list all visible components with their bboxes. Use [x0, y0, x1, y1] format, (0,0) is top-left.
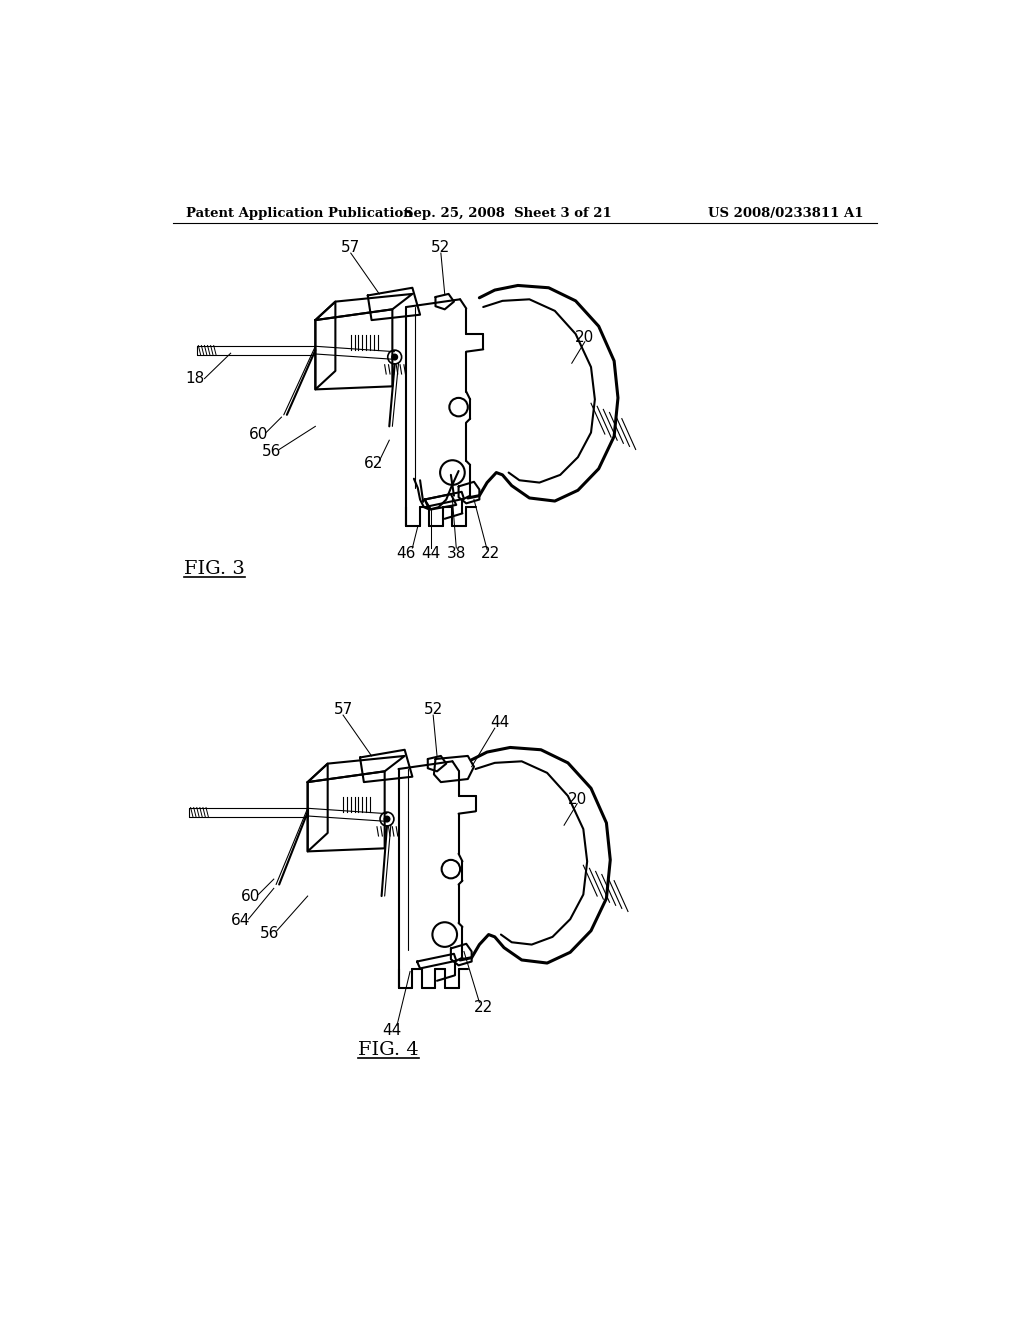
Text: 57: 57 — [341, 240, 360, 255]
Text: 56: 56 — [259, 925, 279, 941]
Text: 56: 56 — [262, 444, 282, 458]
Text: 22: 22 — [481, 546, 501, 561]
Text: 52: 52 — [431, 240, 451, 255]
Text: 64: 64 — [231, 913, 250, 928]
Text: US 2008/0233811 A1: US 2008/0233811 A1 — [709, 207, 863, 220]
Text: 44: 44 — [490, 715, 510, 730]
Text: 60: 60 — [241, 888, 260, 904]
Text: 20: 20 — [575, 330, 595, 346]
Text: FIG. 3: FIG. 3 — [184, 560, 246, 578]
Circle shape — [384, 816, 390, 822]
Text: 18: 18 — [185, 371, 204, 387]
Text: 46: 46 — [396, 546, 416, 561]
Text: Patent Application Publication: Patent Application Publication — [186, 207, 413, 220]
Text: 60: 60 — [249, 426, 268, 442]
Text: 38: 38 — [446, 546, 466, 561]
Text: 62: 62 — [365, 455, 384, 471]
Text: 44: 44 — [421, 546, 440, 561]
Text: 52: 52 — [424, 702, 442, 717]
Circle shape — [392, 354, 397, 360]
Text: 20: 20 — [567, 792, 587, 808]
Text: 22: 22 — [473, 1001, 493, 1015]
Text: 44: 44 — [383, 1023, 402, 1039]
Text: Sep. 25, 2008  Sheet 3 of 21: Sep. 25, 2008 Sheet 3 of 21 — [404, 207, 611, 220]
Text: 57: 57 — [334, 702, 352, 717]
Text: FIG. 4: FIG. 4 — [358, 1041, 419, 1059]
